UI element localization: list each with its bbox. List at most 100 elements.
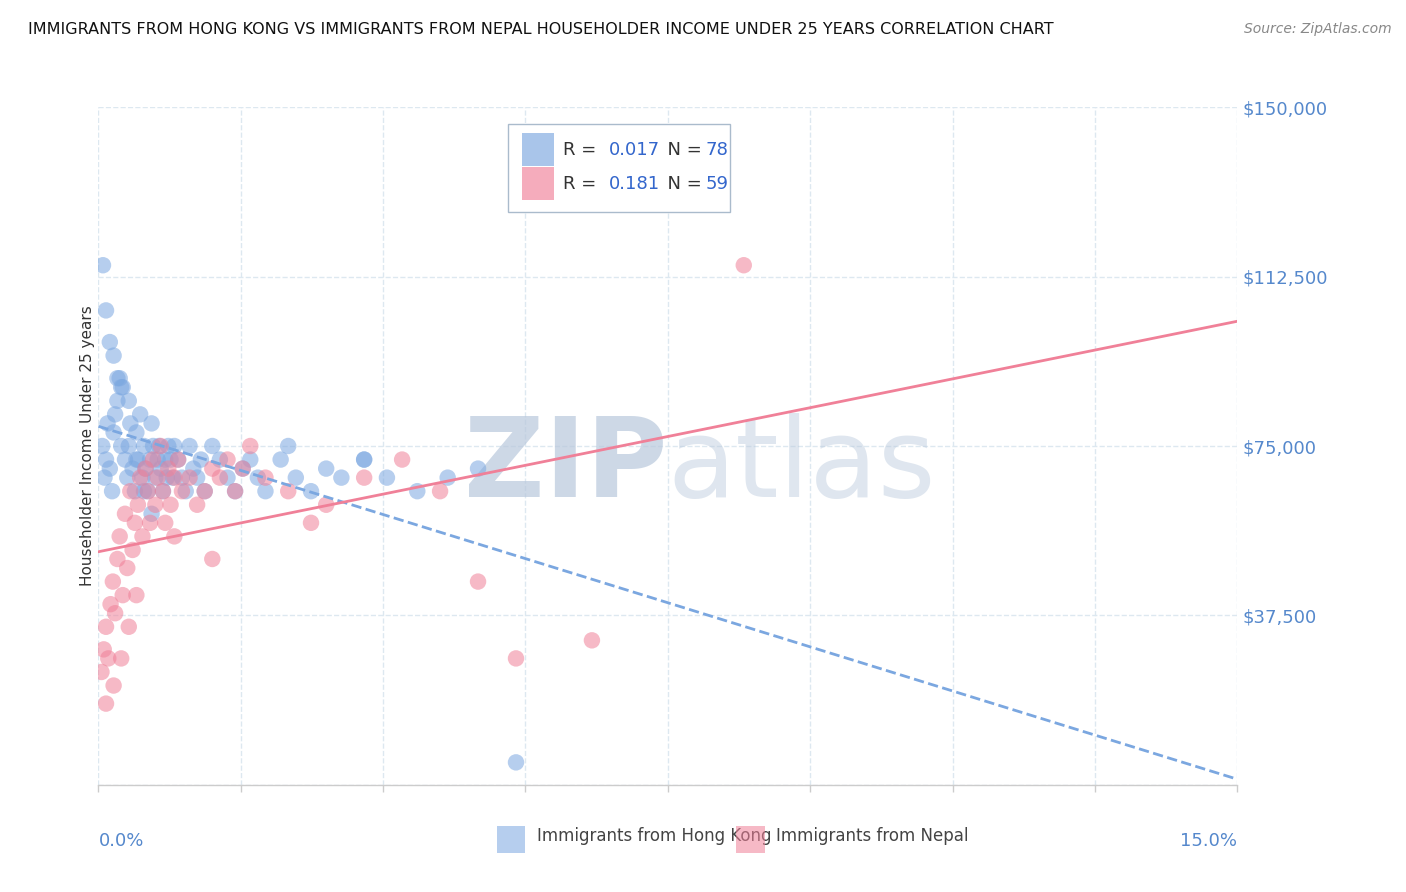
Point [125, 588, 148, 602]
Point [157, 439, 180, 453]
Point [141, 417, 163, 431]
Point [155, 516, 177, 530]
Point [124, 516, 146, 530]
Point [141, 507, 163, 521]
Bar [737, 826, 765, 853]
Point [232, 461, 254, 475]
Point [201, 439, 224, 453]
Text: ZIP: ZIP [464, 413, 668, 520]
Point [111, 588, 134, 602]
Point [107, 552, 129, 566]
Point [117, 561, 139, 575]
Text: 0.181: 0.181 [609, 175, 659, 193]
Point [103, 349, 125, 363]
Point [114, 507, 136, 521]
Point [429, 484, 451, 499]
Point [107, 371, 129, 385]
Y-axis label: Householder Income Under 25 years: Householder Income Under 25 years [80, 306, 94, 586]
Point [208, 470, 231, 484]
Point [152, 484, 174, 499]
Text: Immigrants from Hong Kong: Immigrants from Hong Kong [537, 827, 772, 845]
Point [120, 484, 142, 499]
Point [375, 470, 398, 484]
Text: IMMIGRANTS FROM HONG KONG VS IMMIGRANTS FROM NEPAL HOUSEHOLDER INCOME UNDER 25 Y: IMMIGRANTS FROM HONG KONG VS IMMIGRANTS … [28, 22, 1053, 37]
Point [121, 461, 143, 475]
Point [110, 380, 132, 394]
Point [136, 484, 159, 499]
Point [179, 439, 201, 453]
Point [224, 484, 246, 499]
Point [96, 417, 118, 431]
Point [101, 574, 124, 589]
Point [391, 452, 413, 467]
Text: N =: N = [657, 141, 709, 159]
Point [436, 470, 458, 484]
Point [108, 529, 131, 543]
Point [284, 470, 307, 484]
Point [299, 516, 322, 530]
Point [505, 651, 527, 665]
Point [107, 393, 129, 408]
Point [186, 498, 208, 512]
Point [131, 470, 153, 484]
Bar [509, 124, 731, 212]
Point [132, 484, 155, 499]
Point [254, 470, 277, 484]
Point [353, 452, 375, 467]
Point [149, 439, 172, 453]
Point [299, 484, 322, 499]
Point [149, 461, 172, 475]
Point [254, 484, 277, 499]
Point [353, 470, 375, 484]
Point [201, 552, 224, 566]
Text: Source: ZipAtlas.com: Source: ZipAtlas.com [1244, 22, 1392, 37]
Point [406, 484, 429, 499]
Point [167, 452, 190, 467]
Point [145, 498, 167, 512]
Point [91, 258, 114, 272]
Point [224, 484, 246, 499]
Text: R =: R = [562, 175, 602, 193]
Point [232, 461, 254, 475]
Point [353, 452, 375, 467]
Point [170, 484, 193, 499]
Point [505, 756, 527, 770]
Point [163, 470, 186, 484]
Point [94, 452, 117, 467]
Text: 0.0%: 0.0% [98, 832, 143, 850]
Point [118, 393, 141, 408]
Point [142, 452, 165, 467]
Point [100, 597, 122, 611]
Point [162, 470, 184, 484]
Point [97, 651, 120, 665]
Point [127, 498, 149, 512]
Point [111, 380, 134, 394]
Point [167, 452, 190, 467]
Text: 15.0%: 15.0% [1180, 832, 1237, 850]
Point [110, 651, 132, 665]
Text: Immigrants from Nepal: Immigrants from Nepal [776, 827, 969, 845]
Point [120, 417, 142, 431]
Point [159, 498, 181, 512]
Point [152, 484, 174, 499]
Point [270, 452, 292, 467]
Point [94, 697, 117, 711]
Point [139, 452, 162, 467]
Point [94, 620, 117, 634]
Point [145, 470, 167, 484]
Point [134, 461, 156, 475]
Text: atlas: atlas [668, 413, 936, 520]
Point [330, 470, 353, 484]
Bar [522, 134, 554, 166]
Point [117, 470, 139, 484]
Point [108, 371, 131, 385]
Point [134, 461, 156, 475]
Point [139, 516, 162, 530]
Text: 0.017: 0.017 [609, 141, 659, 159]
Point [125, 452, 148, 467]
Point [104, 606, 127, 620]
Point [132, 439, 155, 453]
Point [93, 470, 115, 484]
Point [159, 452, 181, 467]
Point [148, 439, 170, 453]
